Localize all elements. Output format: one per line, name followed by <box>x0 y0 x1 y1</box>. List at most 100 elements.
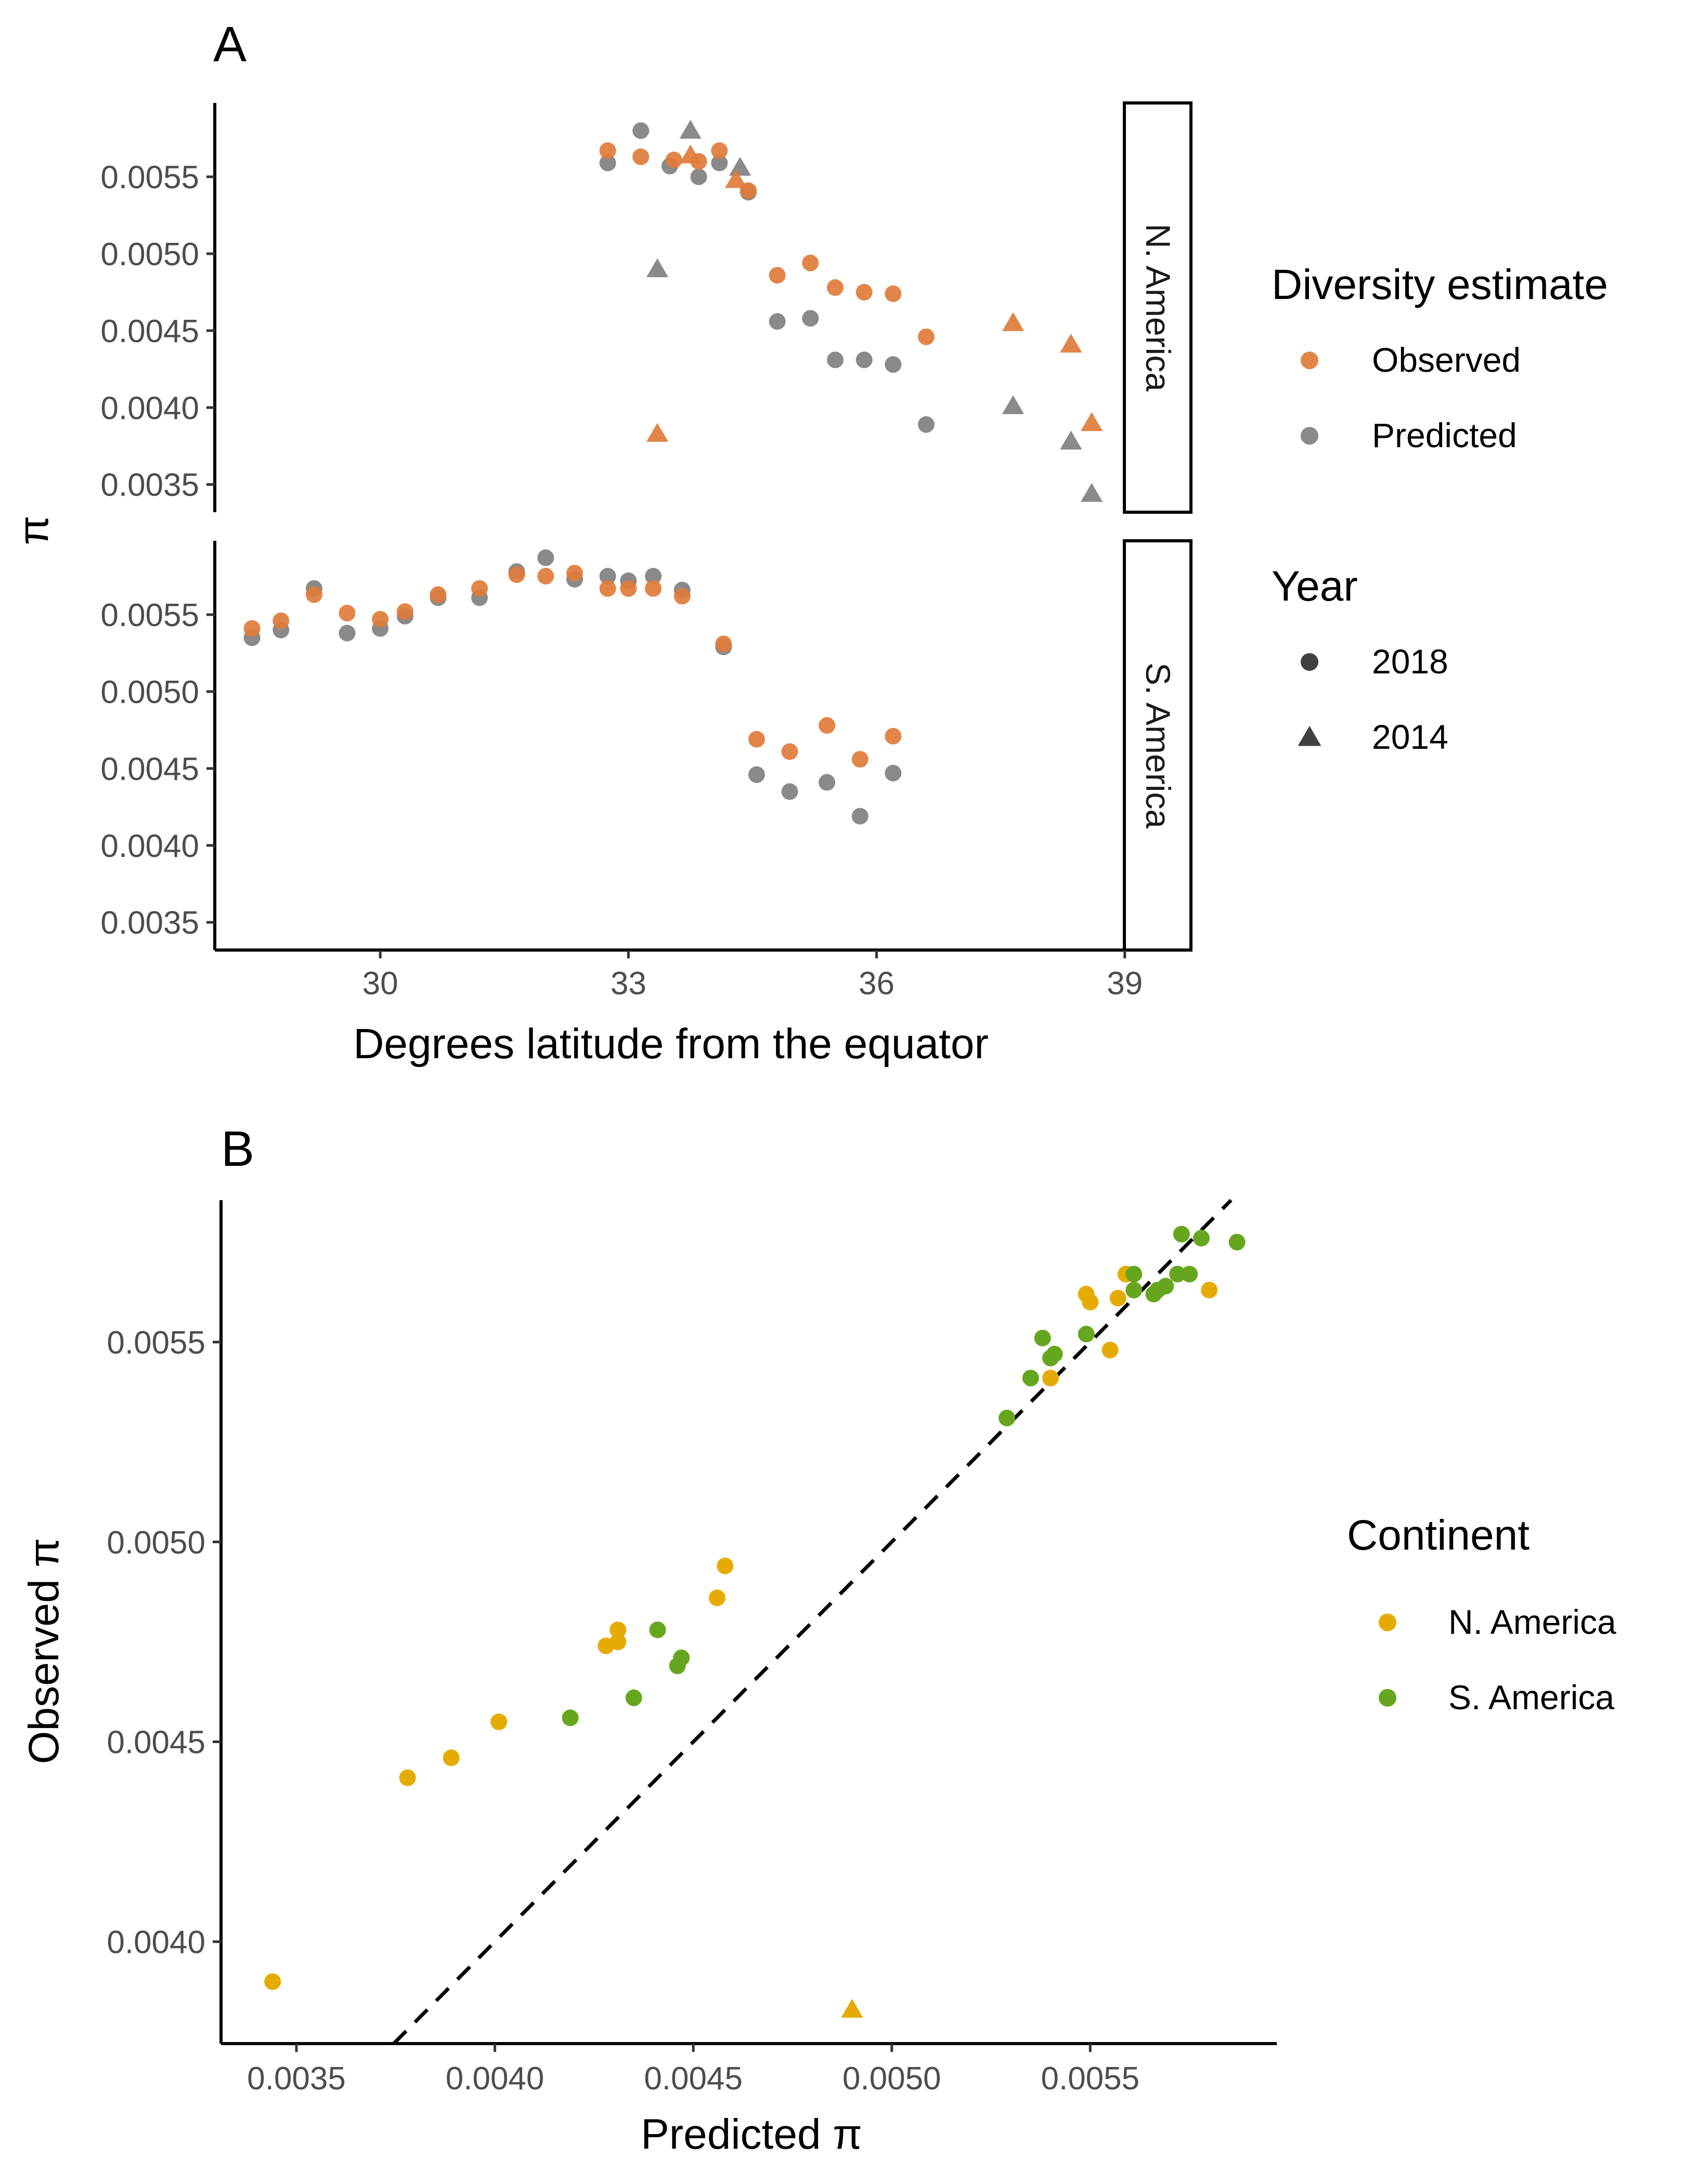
x-tick-label: 0.0045 <box>644 2061 743 2097</box>
legend-title: Continent <box>1347 1512 1530 1559</box>
predicted-2018-point <box>690 168 707 186</box>
predicted-2018-point <box>537 549 554 566</box>
observed-2018-point <box>372 610 389 628</box>
predicted-2018-point <box>819 774 836 791</box>
observed-2018-point <box>471 580 488 597</box>
scatter-point-2014 <box>841 1998 863 2018</box>
observed-2014-point <box>1002 312 1025 331</box>
observed-2018-point <box>851 751 869 768</box>
observed-2018-point <box>748 731 765 748</box>
observed-2018-point <box>645 580 662 597</box>
facet-strip-label: N. America <box>1139 224 1177 392</box>
observed-2014-point <box>725 169 747 188</box>
predicted-2018-point <box>827 352 844 369</box>
predicted-2018-point <box>645 568 662 585</box>
y-tick-label: 0.0050 <box>100 237 199 272</box>
predicted-2014-point <box>1002 395 1025 414</box>
identity-line <box>392 1199 1233 2045</box>
observed-2018-point <box>665 151 682 168</box>
scatter-point-2018 <box>1145 1285 1162 1303</box>
predicted-2018-point <box>802 310 819 327</box>
scatter-point-2018 <box>717 1557 734 1575</box>
y-tick-label: 0.0035 <box>100 905 199 941</box>
scatter-point-2018 <box>610 1621 627 1639</box>
scatter-point-2018 <box>1125 1281 1143 1298</box>
scatter-point-2018 <box>1201 1281 1218 1298</box>
observed-2018-point <box>599 142 616 159</box>
scatter-point-2018 <box>264 1973 281 1990</box>
legend-key <box>1301 653 1318 671</box>
panel-b-y-axis-title: Observed π <box>20 1538 68 1764</box>
observed-2018-point <box>243 620 261 637</box>
predicted-2014-point <box>646 258 669 278</box>
predicted-2018-point <box>885 764 902 782</box>
predicted-2018-point <box>339 625 356 642</box>
y-tick-label: 0.0050 <box>107 1525 205 1561</box>
predicted-2018-point <box>851 808 869 825</box>
observed-2018-point <box>819 717 836 734</box>
legend-label: S. America <box>1448 1678 1614 1717</box>
panel-a-letter: A <box>213 17 247 72</box>
x-tick-label: 0.0050 <box>842 2061 941 2097</box>
legend-title: Year <box>1272 563 1358 610</box>
predicted-2014-point <box>679 120 702 139</box>
scatter-point-2018 <box>708 1589 725 1606</box>
scatter-point-2018 <box>1228 1233 1246 1251</box>
x-tick-label: 39 <box>1107 966 1143 1002</box>
panel-a-bottom-facet: 0.0035 0.0040 0.0045 0.0050 0.0055 S. America… <box>100 539 1193 1002</box>
legend-label: 2014 <box>1372 718 1448 756</box>
scatter-point-2018 <box>1193 1230 1210 1247</box>
observed-2018-point <box>305 586 322 603</box>
scatter-point-2018 <box>1101 1342 1119 1359</box>
panel-a-legend: Diversity estimate Observed Predicted Year 2… <box>1272 261 1608 756</box>
y-tick-label: 0.0045 <box>100 751 199 787</box>
y-tick-label: 0.0055 <box>107 1325 205 1361</box>
observed-2018-point <box>430 586 447 603</box>
predicted-2018-point <box>856 352 873 369</box>
observed-2018-point <box>273 612 290 629</box>
x-tick-label: 36 <box>859 966 895 1002</box>
y-tick-label: 0.0050 <box>100 674 199 710</box>
x-tick-label: 30 <box>362 966 398 1002</box>
panel-b-letter: B <box>221 1121 254 1177</box>
scatter-point-2018 <box>1078 1285 1095 1303</box>
observed-2018-point <box>632 148 650 165</box>
observed-2018-point <box>856 283 873 301</box>
panel-b-legend: Continent N. America S. America <box>1347 1512 1616 1717</box>
scatter-point-2018 <box>1181 1266 1198 1283</box>
scatter-point-2018 <box>598 1637 615 1655</box>
scatter-point-2018 <box>1125 1266 1143 1283</box>
panel-a-x-axis-title: Degrees latitude from the equator <box>353 1020 989 1068</box>
scatter-point-2018 <box>490 1713 508 1731</box>
y-tick-label: 0.0045 <box>107 1725 205 1761</box>
predicted-2014-point <box>1080 483 1103 502</box>
legend-label: 2018 <box>1372 642 1448 681</box>
predicted-2018-point <box>781 783 798 800</box>
observed-2018-point <box>673 588 691 605</box>
scatter-point-2018 <box>1022 1370 1039 1387</box>
observed-2018-point <box>599 580 616 597</box>
x-tick-label: 0.0040 <box>446 2061 545 2097</box>
scatter-point-2018 <box>1109 1290 1126 1307</box>
scatter-point-2018 <box>999 1409 1016 1426</box>
predicted-2018-point <box>632 122 650 139</box>
legend-label: Predicted <box>1372 416 1517 454</box>
observed-2018-point <box>802 254 819 271</box>
y-tick-label: 0.0040 <box>100 828 199 864</box>
observed-2014-point <box>1060 333 1082 353</box>
observed-2018-point <box>827 279 844 296</box>
scatter-point-2018 <box>1078 1325 1095 1343</box>
legend-key <box>1301 427 1318 445</box>
scatter-point-2018 <box>649 1621 666 1639</box>
predicted-2018-point <box>599 568 616 585</box>
predicted-2014-point <box>729 157 751 176</box>
y-tick-label: 0.0040 <box>107 1925 205 1960</box>
observed-2018-point <box>508 566 525 583</box>
legend-key <box>1379 1614 1396 1631</box>
panel-b-x-axis-title: Predicted π <box>641 2111 862 2158</box>
observed-2018-point <box>711 142 728 159</box>
observed-2018-point <box>715 635 732 653</box>
x-tick-label: 0.0055 <box>1041 2061 1139 2097</box>
observed-2014-point <box>646 423 669 442</box>
scatter-point-2018 <box>562 1709 579 1726</box>
